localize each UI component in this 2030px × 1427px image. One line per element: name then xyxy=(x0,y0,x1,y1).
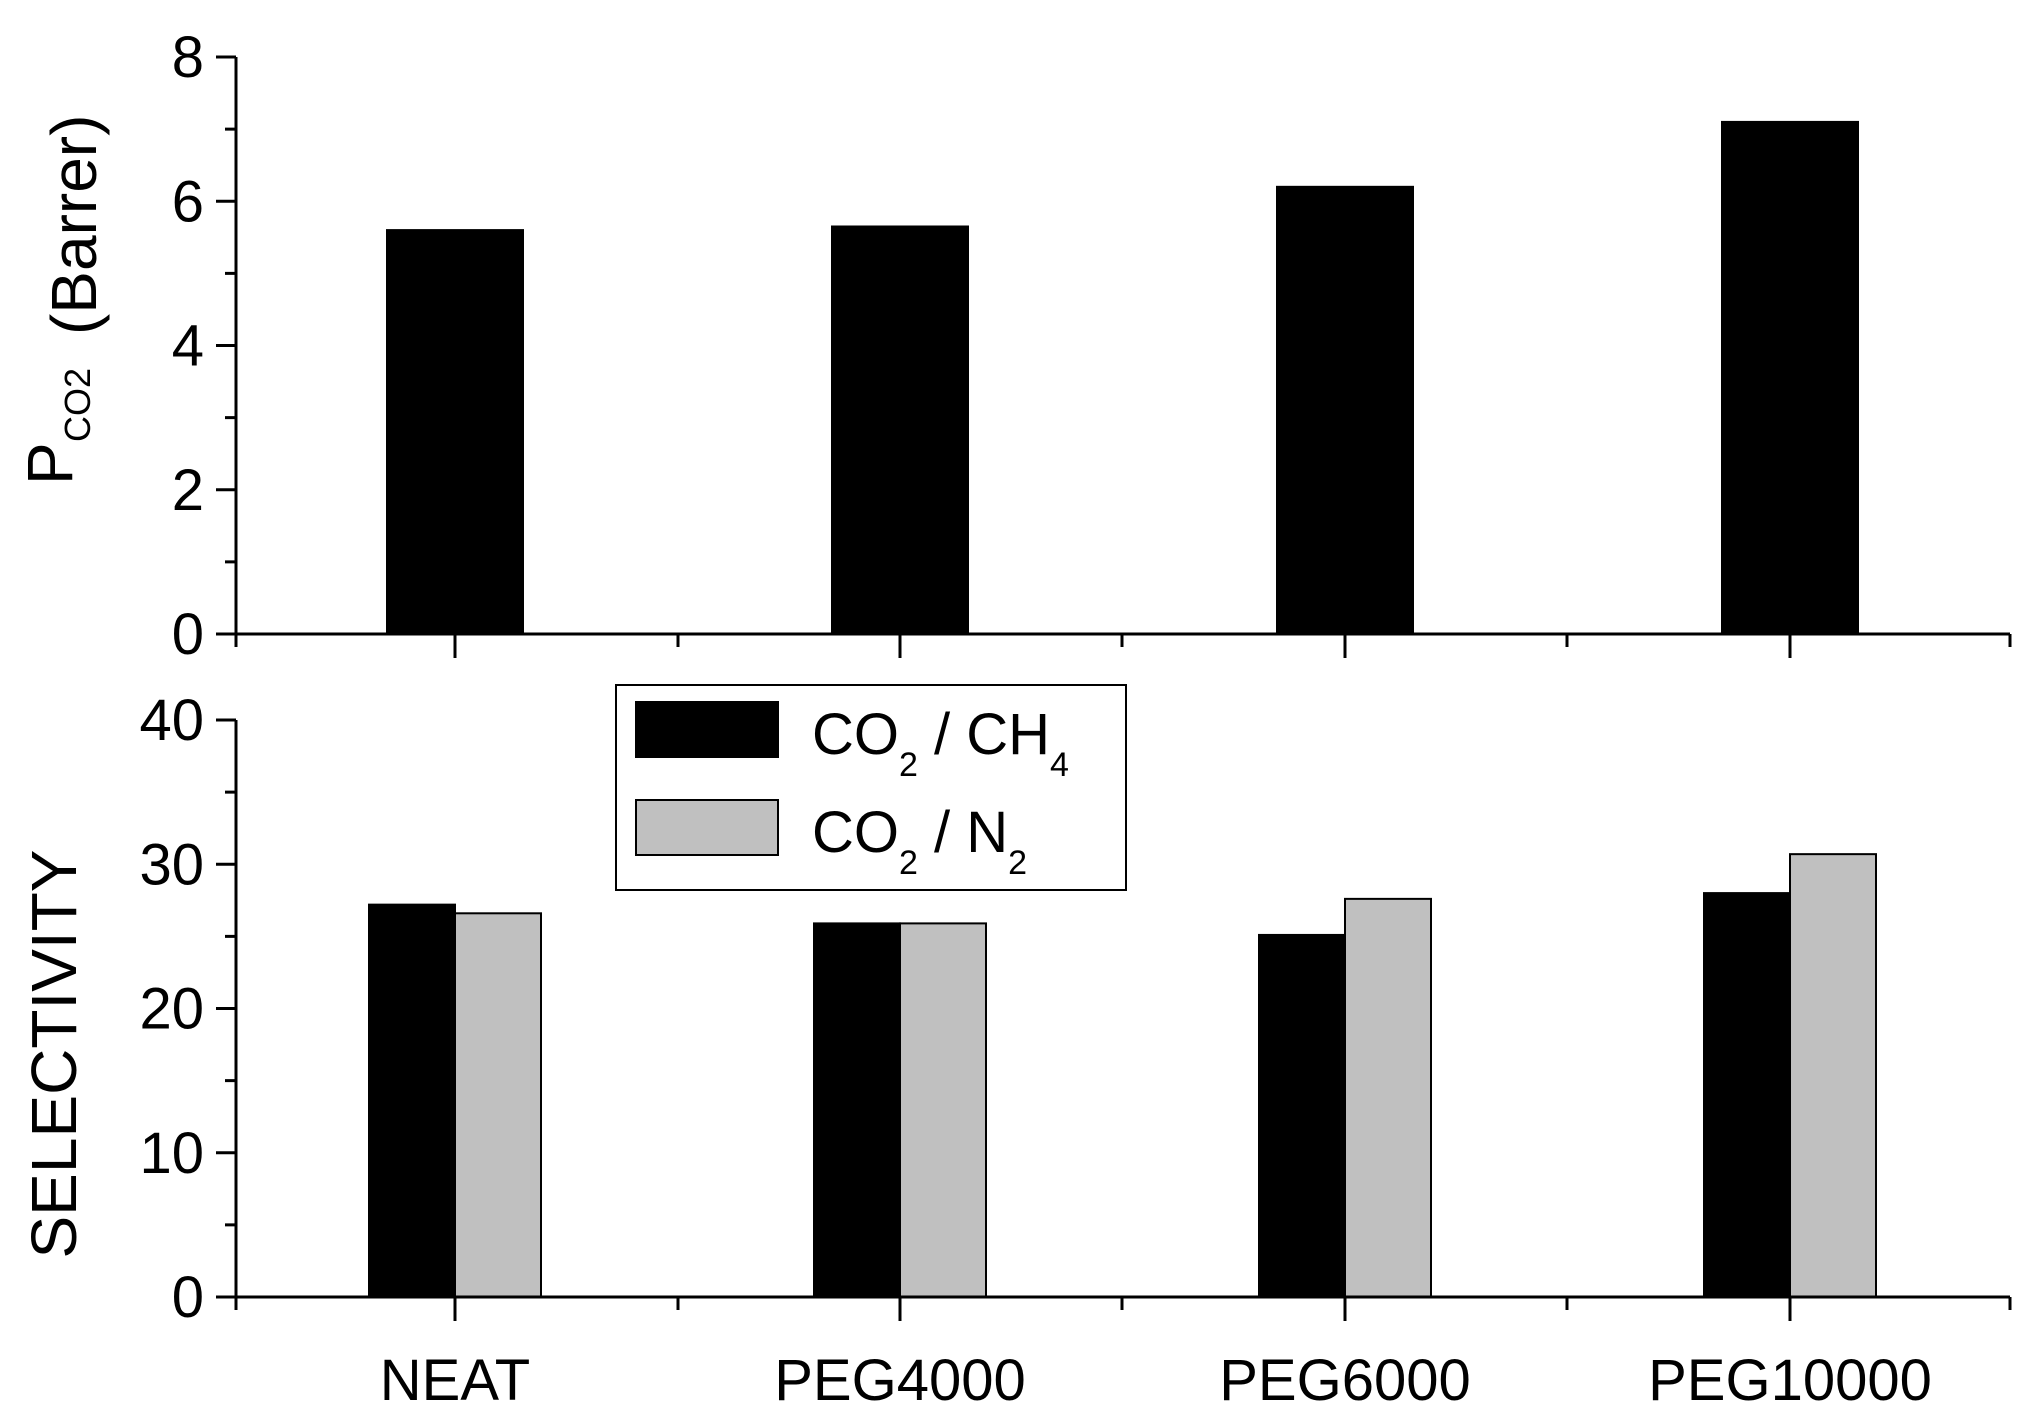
top-y-axis-title-unit: (Barrer) xyxy=(38,115,110,335)
bottom-bar-co2-n2-neat xyxy=(454,912,542,1298)
top-axes: 0 2 4 6 8 xyxy=(172,25,2012,667)
bottom-bar-co2-ch4-peg10000 xyxy=(1703,892,1791,1298)
top-y-tick-label: 8 xyxy=(172,25,204,90)
legend-label-co2-n2-mid: / N xyxy=(918,800,1008,865)
top-bar-peg4000 xyxy=(831,225,969,635)
bottom-bar-co2-n2-peg10000 xyxy=(1789,853,1877,1299)
x-category-label-peg4000: PEG4000 xyxy=(774,1348,1026,1413)
x-category-label-peg10000: PEG10000 xyxy=(1648,1348,1932,1413)
top-y-axis-title-main: P xyxy=(14,442,86,485)
bottom-bar-co2-ch4-peg4000 xyxy=(813,922,901,1299)
legend-swatch-co2-ch4 xyxy=(635,701,779,758)
top-bar-neat xyxy=(386,229,524,635)
bottom-bars xyxy=(368,853,1877,1299)
legend-label-co2-ch4-a-sub: 2 xyxy=(899,746,918,784)
bottom-bar-co2-ch4-peg6000 xyxy=(1258,933,1346,1298)
top-y-axis-title-sub: CO2 xyxy=(57,368,98,442)
top-y-tick-label: 0 xyxy=(172,602,204,667)
top-y-tick-label: 6 xyxy=(172,169,204,234)
top-bar-peg10000 xyxy=(1721,120,1859,636)
top-bars xyxy=(386,120,1859,636)
legend-label-co2-ch4-b-sub: 4 xyxy=(1050,746,1069,784)
bottom-axes: 0 10 20 30 40 xyxy=(139,688,2012,1330)
legend-label-co2-ch4: CO2 / CH4 xyxy=(812,702,1069,784)
top-y-tick-label: 4 xyxy=(172,314,204,379)
x-category-label-neat: NEAT xyxy=(380,1348,530,1413)
legend-label-co2-ch4-a: CO xyxy=(812,702,899,767)
legend-label-co2-ch4-mid: / CH xyxy=(918,702,1050,767)
bottom-bar-co2-n2-peg4000 xyxy=(899,922,987,1299)
top-y-tick-label: 2 xyxy=(172,458,204,523)
legend-label-co2-n2: CO2 / N2 xyxy=(812,800,1027,882)
bottom-y-tick-label: 20 xyxy=(139,977,204,1042)
legend-label-co2-n2-a: CO xyxy=(812,800,899,865)
top-y-axis-title: P CO2 (Barrer) xyxy=(14,115,110,485)
x-category-label-peg6000: PEG6000 xyxy=(1219,1348,1471,1413)
legend-label-co2-n2-b-sub: 2 xyxy=(1008,844,1027,882)
x-category-labels: NEAT PEG4000 PEG6000 PEG10000 xyxy=(380,1348,1932,1413)
bottom-y-tick-label: 10 xyxy=(139,1121,204,1186)
top-bar-peg6000 xyxy=(1276,185,1414,635)
legend-label-co2-n2-a-sub: 2 xyxy=(899,844,918,882)
bottom-y-tick-label: 40 xyxy=(139,688,204,753)
legend-swatch-co2-n2 xyxy=(635,799,779,856)
legend: CO2 / CH4 CO2 / N2 xyxy=(615,684,1127,891)
bottom-bar-co2-n2-peg6000 xyxy=(1344,897,1432,1298)
bottom-y-tick-label: 30 xyxy=(139,832,204,897)
bottom-bar-co2-ch4-neat xyxy=(368,903,456,1298)
bottom-y-axis-title: SELECTIVITY xyxy=(18,850,90,1259)
bottom-y-tick-label: 0 xyxy=(172,1265,204,1330)
top-panel-permeability: 0 2 4 6 8 P CO2 (Barrer) xyxy=(14,25,2012,667)
